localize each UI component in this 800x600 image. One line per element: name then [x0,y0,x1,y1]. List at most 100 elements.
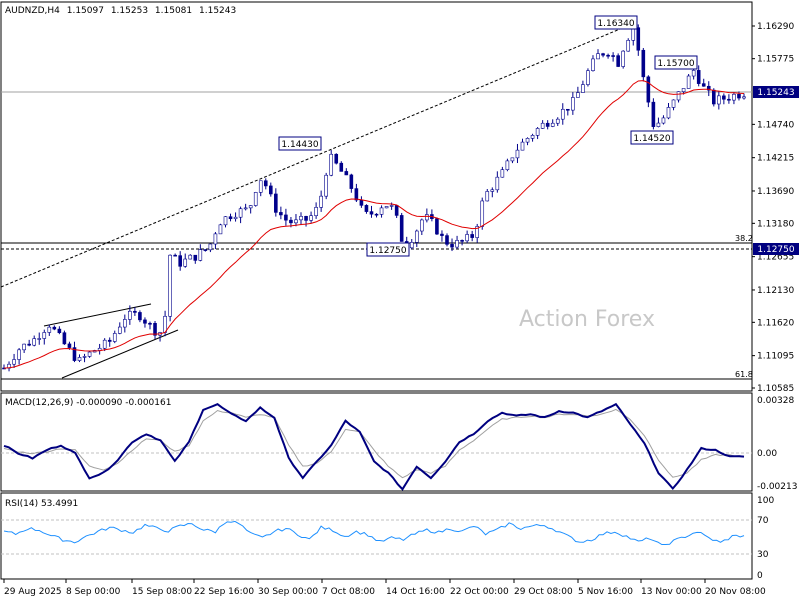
fib-61-label: 61.8 [735,370,753,379]
candle-body [576,92,580,98]
candle-body [289,219,293,224]
candle-body [414,230,419,243]
header-high: 1.15253 [111,6,148,16]
candle-body [62,332,67,345]
candle-body [102,339,107,349]
candle-body [420,219,424,232]
candle-body [133,310,137,313]
candle-body [148,322,152,325]
time-tick-label: 5 Nov 16:00 [578,587,633,597]
candle-body [349,174,354,189]
candle-body [631,27,636,41]
candle-body [117,326,122,334]
macd-signal-line [3,408,745,479]
annotation-high-1-label: 1.16340 [597,19,634,29]
candle-body [379,207,384,215]
candle-body [455,240,459,248]
price-tick-label: 1.13180 [757,219,794,229]
candle-body [460,240,464,242]
candle-body [359,199,364,206]
price-tick-label: 1.15775 [757,55,794,65]
candle-body [238,208,243,218]
candle-body [742,96,746,99]
trend-channel-line [0,23,633,288]
candle-body [691,70,696,77]
macd-main-line [3,402,745,491]
candle-body [686,75,691,89]
candle-body [213,233,218,245]
candle-body [294,219,298,224]
candle-body [299,215,303,221]
moving-average-line [3,80,745,369]
time-tick-label: 15 Sep 08:00 [132,587,192,597]
header-open: 1.15097 [67,6,104,16]
candle-body [530,135,535,139]
time-tick-label: 14 Oct 16:00 [386,587,445,597]
macd-panel [0,392,753,492]
candle-body [666,107,671,119]
candle-body [621,50,625,67]
time-tick-label: 20 Nov 08:00 [705,587,766,597]
candle-body [27,343,31,346]
candle-body [711,89,716,105]
candle-body [671,99,676,108]
annotation-low-1-label: 1.14520 [633,134,670,144]
candle-body [223,216,228,226]
candle-body [540,122,545,129]
candle-body [535,128,540,136]
candle-body [364,205,369,212]
time-axis: 29 Aug 2025 8 Sep 00:00 15 Sep 08:00 22 Sep… [3,579,766,597]
candle-body [193,254,198,261]
candle-body [47,326,52,333]
header-close: 1.15243 [199,6,236,16]
candle-body [641,49,646,78]
candle-body [37,338,42,340]
triangle-lower-line [61,329,179,379]
price-panel [0,1,753,392]
candle-body [233,216,238,220]
rsi-tick-100: 100 [757,496,774,506]
candle-body [706,85,711,91]
candle-body [661,117,666,124]
candle-body [701,83,706,87]
candle-body [480,200,485,227]
candle-body [737,93,741,99]
candle-body [475,226,479,238]
candle-body [445,235,449,245]
annotation-high-2: 1.15700 [654,55,698,70]
annotation-low-2-label: 1.12750 [369,246,406,256]
candle-body [490,189,495,192]
candle-body [389,205,394,207]
candle-body [324,174,328,197]
annotation-high-2-label: 1.15700 [657,59,694,69]
price-tick-label: 1.11620 [757,318,794,328]
candle-body [399,215,404,242]
candle-body [112,333,117,342]
price-tick-label: 1.16290 [757,22,794,32]
time-tick-label: 29 Oct 08:00 [514,587,573,597]
rsi-tick-30: 30 [757,550,769,560]
candle-body [344,171,349,176]
candle-body [560,108,565,120]
candle-body [717,95,721,105]
annotation-high-3-label: 1.14430 [281,140,318,150]
candle-body [520,141,525,151]
candle-body [77,357,82,361]
time-tick-label: 30 Sep 00:00 [258,587,318,597]
fib-price-tag: 1.12750 [753,243,799,255]
candle-body [188,254,193,260]
candle-body [87,351,92,357]
candle-body [545,122,550,127]
candle-body [525,138,530,143]
time-tick-label: 13 Nov 00:00 [641,587,702,597]
macd-title: MACD(12,26,9) -0.000090 -0.000161 [5,398,171,408]
candle-body [12,359,16,365]
candle-body [248,205,253,209]
candle-body [681,88,686,92]
candle-body [304,215,308,221]
triangle-upper-line [43,303,152,327]
candle-body [253,192,258,206]
time-tick-label: 8 Sep 00:00 [66,587,121,597]
candle-body [596,53,600,60]
candle-body [435,218,439,235]
